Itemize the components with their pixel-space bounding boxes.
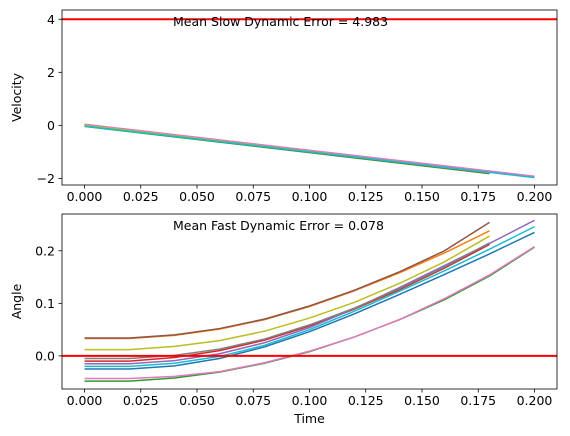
chart-1-xlabel: Time xyxy=(293,411,325,426)
chart-1-xtick-label-3: 0.075 xyxy=(235,393,271,408)
chart-0-ylabel: Velocity xyxy=(9,72,24,122)
chart-0-ytick-label-0: −2 xyxy=(37,171,55,186)
chart-0-xtick-label-8: 0.200 xyxy=(517,189,553,204)
angle-subplot: 0.000 0.025 0.050 0.075 0.100 0.125 0.150 0.175… xyxy=(9,213,558,426)
chart-0-xtick-label-4: 0.100 xyxy=(292,189,328,204)
chart-0-xtick-label-6: 0.150 xyxy=(404,189,440,204)
chart-1-series-line-3 xyxy=(84,243,490,362)
chart-0-series-line-6 xyxy=(84,123,535,177)
chart-1-series-line-6 xyxy=(84,245,535,380)
chart-0-ytick-label-3: 4 xyxy=(47,12,55,27)
chart-0-ytick-label-2: 2 xyxy=(47,65,55,80)
chart-0-annotation: Mean Slow Dynamic Error = 4.983 xyxy=(173,14,388,29)
chart-0-xtick-label-0: 0.000 xyxy=(67,189,103,204)
chart-1-annotation: Mean Fast Dynamic Error = 0.078 xyxy=(173,218,384,233)
chart-1-series-line-4 xyxy=(84,219,535,365)
chart-0-xtick-label-2: 0.050 xyxy=(179,189,215,204)
chart-1-series-line-9 xyxy=(84,225,535,368)
chart-1-ytick-label-2: 0.2 xyxy=(35,243,55,258)
chart-0-series-line-9 xyxy=(84,125,535,179)
chart-0-xtick-label-3: 0.075 xyxy=(235,189,271,204)
chart-1-ytick-label-1: 0.1 xyxy=(35,296,55,311)
chart-1-series-line-2 xyxy=(84,246,535,382)
chart-0-xtick-label-5: 0.125 xyxy=(348,189,384,204)
chart-1-ytick-label-0: 0.0 xyxy=(35,348,55,363)
chart-0-axes-frame xyxy=(61,9,558,186)
chart-1-xtick-label-6: 0.150 xyxy=(404,393,440,408)
chart-0-xtick-label-7: 0.175 xyxy=(460,189,496,204)
chart-0-ytick-label-1: 0 xyxy=(47,118,55,133)
chart-1-xtick-label-7: 0.175 xyxy=(460,393,496,408)
chart-1-xtick-label-2: 0.050 xyxy=(179,393,215,408)
chart-1-xtick-label-4: 0.100 xyxy=(292,393,328,408)
chart-1-xtick-label-5: 0.125 xyxy=(348,393,384,408)
chart-1-ylabel: Angle xyxy=(9,283,24,319)
chart-1-xtick-label-0: 0.000 xyxy=(67,393,103,408)
chart-1-series-line-8 xyxy=(84,235,490,351)
chart-1-series-line-5 xyxy=(84,221,490,339)
chart-1-series-line-0 xyxy=(84,231,535,370)
velocity-subplot: 0.000 0.025 0.050 0.075 0.100 0.125 0.150 0.175… xyxy=(9,9,558,204)
chart-0-xtick-label-1: 0.025 xyxy=(123,189,159,204)
chart-0-plot-area xyxy=(62,18,557,179)
chart-1-xtick-label-1: 0.025 xyxy=(123,393,159,408)
chart-1-plot-area xyxy=(62,219,557,382)
chart-1-series-line-7 xyxy=(84,242,490,360)
chart-1-xtick-label-8: 0.200 xyxy=(517,393,553,408)
chart-1-series-line-1 xyxy=(84,230,490,340)
